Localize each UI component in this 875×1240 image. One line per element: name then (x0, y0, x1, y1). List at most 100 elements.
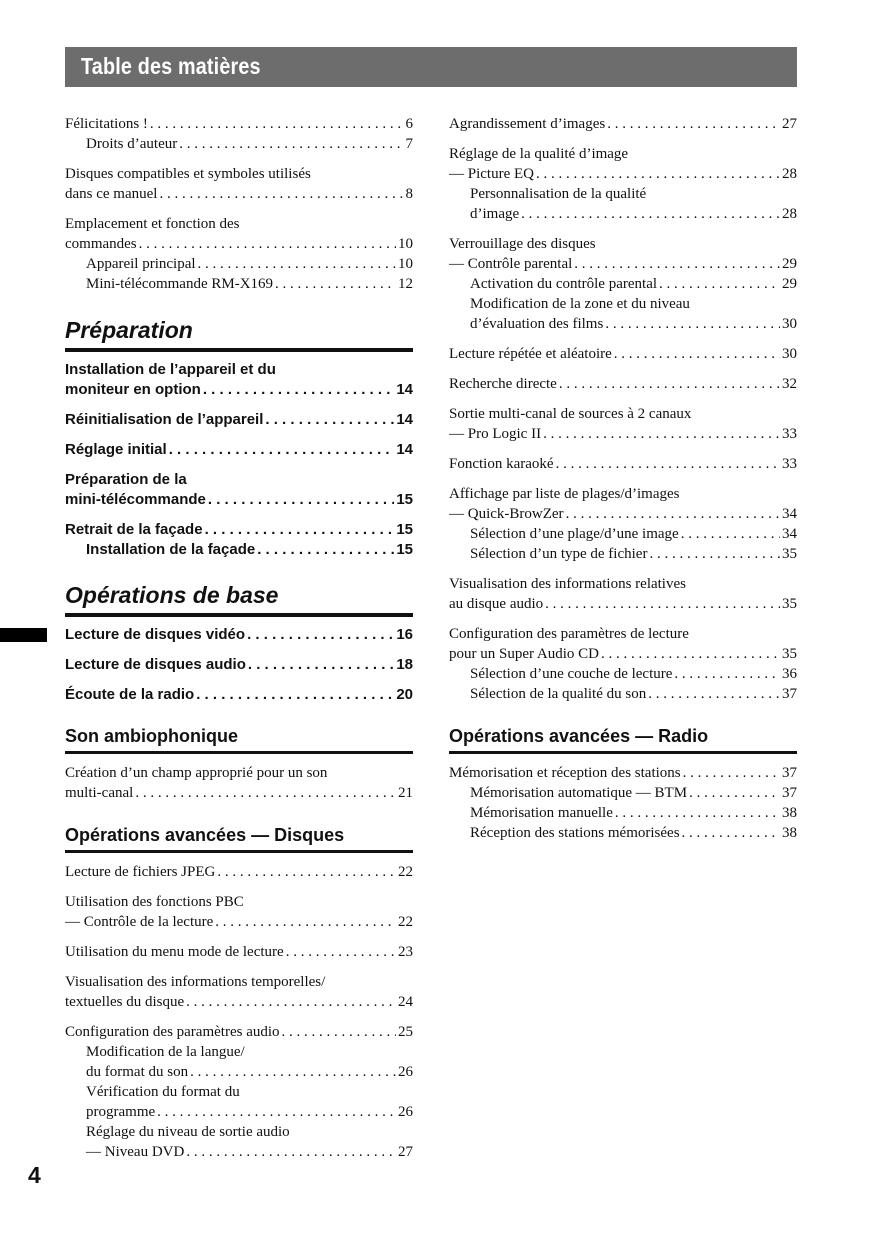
toc-entry-line: — Pro Logic II 33 (449, 426, 797, 446)
toc-section: Opérations avancées — Radio Mémorisation … (449, 724, 797, 845)
toc-entry[interactable]: Sortie multi-canal de sources à 2 canaux… (449, 406, 797, 446)
dot-leader (265, 411, 394, 428)
dot-leader (559, 376, 780, 393)
toc-entry[interactable]: Configuration des paramètres audio 25 Modi… (65, 1024, 413, 1164)
page-ref: 30 (782, 346, 797, 362)
toc-entry[interactable]: Verrouillage des disques — Contrôle paren… (449, 236, 797, 336)
toc-subentry-line: du format du son 26 (65, 1064, 413, 1084)
entry-title: Mémorisation automatique — BTM (470, 785, 688, 801)
toc-entry[interactable]: Lecture de disques audio 18 (65, 656, 413, 676)
toc-entry[interactable]: Lecture de disques vidéo 16 (65, 626, 413, 646)
toc-entry[interactable]: Agrandissement d’images 27 (449, 116, 797, 136)
dot-leader (205, 521, 395, 538)
toc-entry-line: Utilisation des fonctions PBC (65, 894, 413, 914)
toc-entry[interactable]: Réglage initial 14 (65, 441, 413, 461)
toc-subentry-line: Sélection d’une couche de lecture 36 (449, 666, 797, 686)
toc-entry-line: Disques compatibles et symboles utilisés (65, 166, 413, 186)
toc-entry-line: Utilisation du menu mode de lecture 23 (65, 944, 413, 964)
toc-entry[interactable]: Retrait de la façade15Installation de la… (65, 521, 413, 561)
entry-title: Vérification du format du (86, 1084, 240, 1100)
dot-leader (536, 166, 780, 183)
toc-section: Opérations de base Lecture de disques vid… (65, 581, 413, 706)
page-ref: 27 (782, 116, 797, 132)
toc-entry-line: Visualisation des informations relatives (449, 576, 797, 596)
toc-entry[interactable]: Disques compatibles et symboles utilisés… (65, 166, 413, 206)
entry-title: Modification de la zone et du niveau (470, 296, 690, 312)
title-bar: Table des matières (65, 47, 797, 87)
toc-entry-line: Création d’un champ approprié pour un so… (65, 765, 413, 785)
page-ref: 15 (396, 521, 413, 538)
dot-leader (286, 944, 396, 961)
entry-title: commandes (65, 236, 137, 252)
page-ref: 26 (398, 1064, 413, 1080)
toc-entry[interactable]: Utilisation des fonctions PBC — Contrôle … (65, 894, 413, 934)
toc-entry-line: Configuration des paramètres de lecture (449, 626, 797, 646)
dot-leader (683, 765, 780, 782)
page-ref: 35 (782, 646, 797, 662)
toc-entry[interactable]: Visualisation des informations temporell… (65, 974, 413, 1014)
toc-entry-line: Écoute de la radio 20 (65, 686, 413, 706)
page-ref: 26 (398, 1104, 413, 1120)
toc-entry[interactable]: Lecture de fichiers JPEG 22 (65, 864, 413, 884)
page-ref: 33 (782, 426, 797, 442)
toc-entry[interactable]: Mémorisation et réception des stations 37… (449, 765, 797, 845)
dot-leader (521, 206, 780, 223)
toc-subentry-line: — Niveau DVD 27 (65, 1144, 413, 1164)
toc-entry[interactable]: Création d’un champ approprié pour un so… (65, 765, 413, 805)
toc-entry-line: Félicitations ! 6 (65, 116, 413, 136)
page-ref: 8 (405, 186, 414, 202)
toc-entry[interactable]: Affichage par liste de plages/d’images — … (449, 486, 797, 566)
toc-entry-line: moniteur en option 14 (65, 381, 413, 401)
toc-entry[interactable]: Visualisation des informations relatives… (449, 576, 797, 616)
toc-entry-line: multi-canal 21 (65, 785, 413, 805)
toc-entry-line: textuelles du disque 24 (65, 994, 413, 1014)
toc-entry-line: mini-télécommande 15 (65, 491, 413, 511)
toc-entry[interactable]: Réinitialisation de l’appareil 14 (65, 411, 413, 431)
toc-entry-line: Agrandissement d’images 27 (449, 116, 797, 136)
entry-title: Sélection d’un type de fichier (470, 546, 648, 562)
toc-entry-line: Recherche directe 32 (449, 376, 797, 396)
toc-entry[interactable]: Recherche directe 32 (449, 376, 797, 396)
toc-section: Préparation Installation de l’appareil et… (65, 316, 413, 561)
entry-title: Félicitations ! (65, 116, 148, 132)
entry-title: Installation de la façade (86, 541, 256, 558)
dot-leader (282, 1024, 396, 1041)
toc-section: Agrandissement d’images 27 Réglage de la q… (449, 116, 797, 706)
page-ref: 21 (398, 785, 413, 801)
entry-title: — Quick-BrowZer (449, 506, 564, 522)
toc-entry[interactable]: Installation de l’appareil et du moniteur… (65, 361, 413, 401)
entry-title: Réglage initial (65, 441, 167, 458)
toc-entry[interactable]: Félicitations ! 6 Droits d’auteur 7 (65, 116, 413, 156)
entry-title: Sortie multi-canal de sources à 2 canaux (449, 406, 692, 422)
toc-column-right: Agrandissement d’images 27 Réglage de la q… (449, 116, 797, 855)
page-ref: 15 (396, 491, 413, 508)
section-heading: Opérations avancées — Disques (65, 823, 413, 853)
toc-entry[interactable]: Lecture répétée et aléatoire 30 (449, 346, 797, 366)
dot-leader (649, 546, 780, 563)
toc-entry[interactable]: Écoute de la radio 20 (65, 686, 413, 706)
entry-title: du format du son (86, 1064, 189, 1080)
toc-entry[interactable]: Emplacement et fonction descommandes10Ap… (65, 216, 413, 296)
entry-title: textuelles du disque (65, 994, 185, 1010)
toc-entry[interactable]: Fonction karaoké 33 (449, 456, 797, 476)
entry-title: Mémorisation manuelle (470, 805, 613, 821)
entry-title: Recherche directe (449, 376, 557, 392)
toc-entry[interactable]: Réglage de la qualité d’image — Picture E… (449, 146, 797, 226)
page-ref: 16 (396, 626, 413, 643)
toc-entry[interactable]: Utilisation du menu mode de lecture 23 (65, 944, 413, 964)
toc-entry-line: Emplacement et fonction des (65, 216, 413, 236)
page-title: Table des matières (81, 53, 261, 79)
entry-title: Emplacement et fonction des (65, 216, 240, 232)
entry-title: Sélection de la qualité du son (470, 686, 647, 702)
toc-entry[interactable]: Configuration des paramètres de lecture p… (449, 626, 797, 706)
dot-leader (186, 994, 396, 1011)
section-heading: Préparation (65, 316, 413, 352)
entry-title: Appareil principal (86, 256, 196, 272)
entry-title: programme (86, 1104, 156, 1120)
page-ref: 15 (396, 541, 413, 558)
toc-subentry-line: Sélection d’une plage/d’une image 34 (449, 526, 797, 546)
toc-entry[interactable]: Préparation de la mini-télécommande 15 (65, 471, 413, 511)
entry-title: Mémorisation et réception des stations (449, 765, 681, 781)
page-ref: 33 (782, 456, 797, 472)
toc-entry-line: — Quick-BrowZer 34 (449, 506, 797, 526)
